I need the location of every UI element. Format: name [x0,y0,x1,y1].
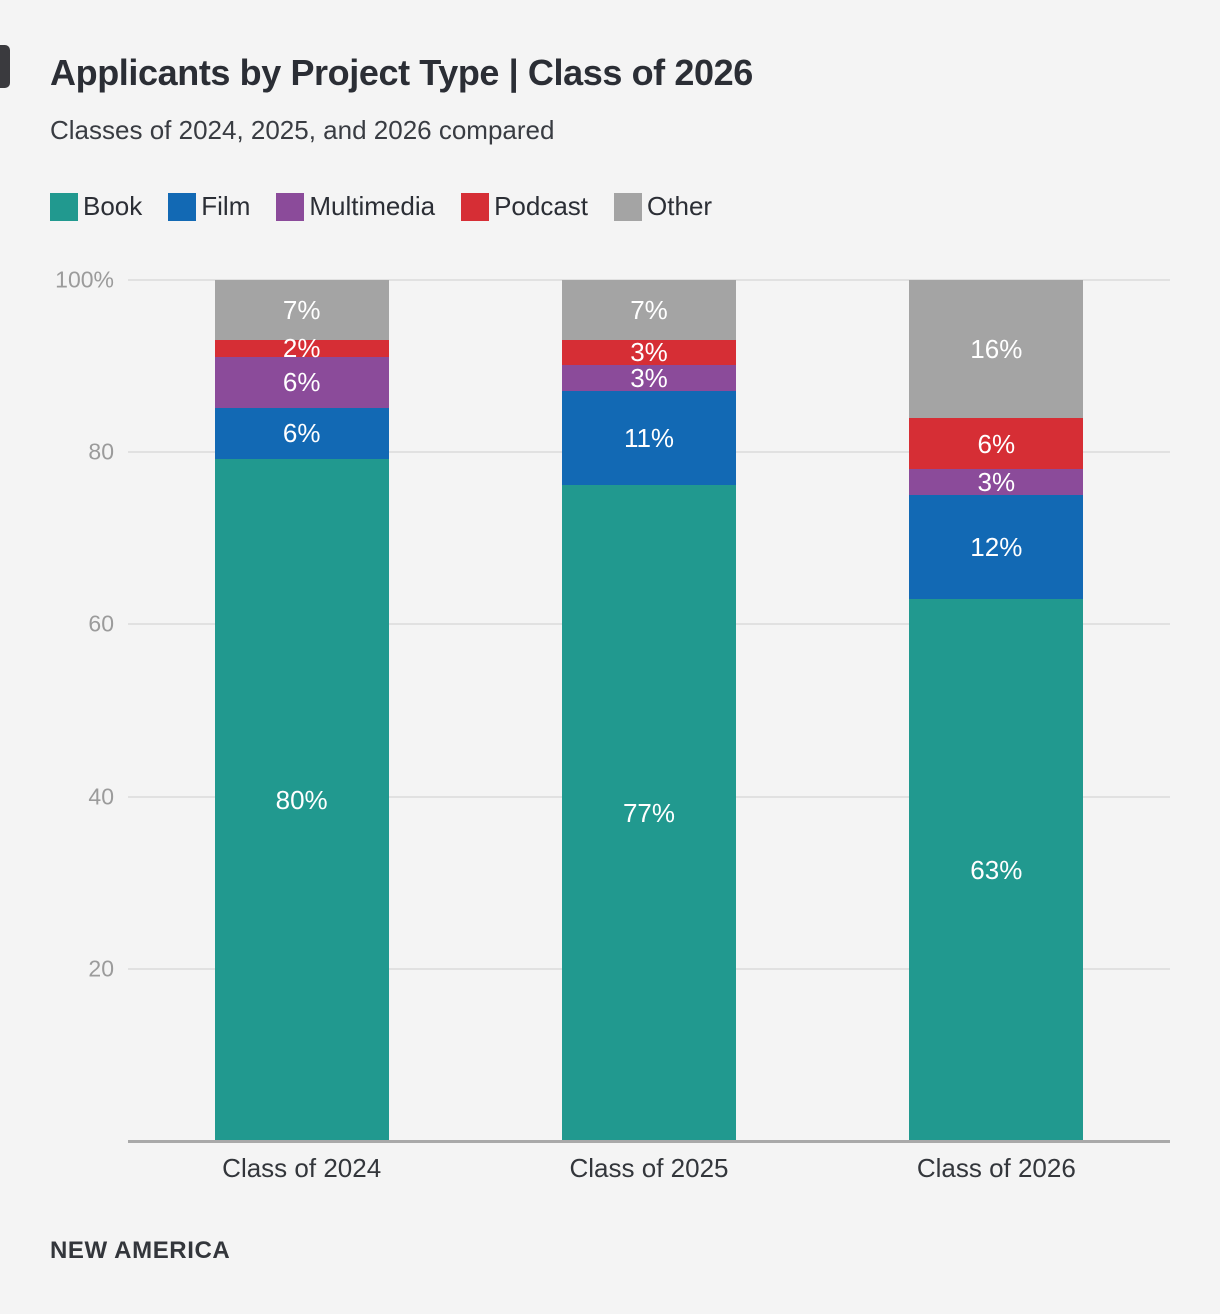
bar-segment-multimedia: 6% [214,356,389,408]
bar-segment-film: 11% [562,390,736,485]
bar-segment-value-label: 12% [970,531,1023,562]
legend-item-podcast: Podcast [461,191,588,222]
x-axis-label-class-of-2025: Class of 2025 [569,1153,729,1183]
bar-segment-value-label: 3% [630,363,668,394]
bar-segment-value-label: 3% [977,467,1016,498]
bar-segment-value-label: 6% [977,428,1016,459]
bar-segment-multimedia: 3% [909,467,1084,498]
bar-segment-other: 7% [214,280,389,340]
legend-item-other: Other [614,191,712,222]
legend-swatch-multimedia [276,192,305,221]
y-tick-label-20: 20 [88,955,114,982]
bar-segment-value-label: 80% [275,784,328,815]
legend-item-book: Book [50,191,142,222]
legend-label: Book [83,191,143,221]
bar-segment-podcast: 2% [214,335,389,361]
x-axis-label-class-of-2026: Class of 2026 [916,1153,1076,1183]
bar-segment-other: 7% [562,280,736,340]
bar-segment-value-label: 6% [282,367,321,398]
bar-segment-book: 80% [214,459,389,1141]
y-tick-label-80: 80 [88,438,114,465]
bar-segment-multimedia: 3% [562,365,736,391]
bar-segment-value-label: 63% [970,854,1023,885]
bar-segment-podcast: 3% [562,337,736,368]
bar-segment-other: 16% [909,280,1084,418]
bar-segment-value-label: 16% [970,333,1023,364]
bar-segment-value-label: 7% [282,294,321,325]
x-axis-line [128,1140,1170,1143]
legend-label: Multimedia [309,191,436,221]
y-tick-label-40: 40 [88,783,114,810]
bar-segment-book: 63% [909,598,1084,1141]
y-tick-label-100: 100% [55,266,114,293]
bar-segment-film: 12% [909,495,1084,599]
bar-segment-film: 6% [214,407,389,459]
chart-title: Applicants by Project Type | Class of 20… [50,52,753,93]
bar-segment-value-label: 6% [282,418,321,449]
legend-swatch-podcast [461,192,490,221]
chart-subtitle: Classes of 2024, 2025, and 2026 compared [50,115,555,145]
stacked-bar-class-of-2024: 7% 2% 6% 6% 80% [214,280,389,1141]
chart-plot: 100% 80 60 40 20 7% 2% 6% 6% 80% 7% 3% 3% 11% 77% 16% 6%… [55,267,1170,1143]
stacked-bar-class-of-2026: 16% 6% 3% 12% 63% [909,280,1084,1141]
legend-swatch-book [50,192,78,221]
legend-swatch-other [614,192,643,221]
left-edge-artifact [0,45,10,88]
brand-logo-text: NEW AMERICA [50,1237,231,1264]
x-axis-labels: Class of 2024 Class of 2025 Class of 2026 [128,1153,1170,1187]
bar-segment-book: 77% [562,484,736,1141]
legend-swatch-film [168,192,197,221]
bar-segment-value-label: 77% [622,797,676,828]
y-tick-label-60: 60 [88,610,114,637]
bar-segment-value-label: 2% [282,333,321,364]
x-axis-label-class-of-2024: Class of 2024 [222,1153,382,1183]
legend-item-film: Film [168,191,250,222]
legend-label: Other [647,191,713,221]
legend-item-multimedia: Multimedia [276,191,435,222]
stacked-bar-class-of-2025: 7% 3% 3% 11% 77% [562,280,736,1141]
bar-segment-value-label: 3% [630,337,668,368]
bar-segment-value-label: 11% [623,422,675,453]
legend-label: Podcast [494,191,589,221]
bar-segment-podcast: 6% [909,417,1084,470]
bar-segment-value-label: 7% [630,294,668,325]
legend-label: Film [201,191,251,221]
chart-legend: Book Film Multimedia Podcast Other [50,191,712,222]
